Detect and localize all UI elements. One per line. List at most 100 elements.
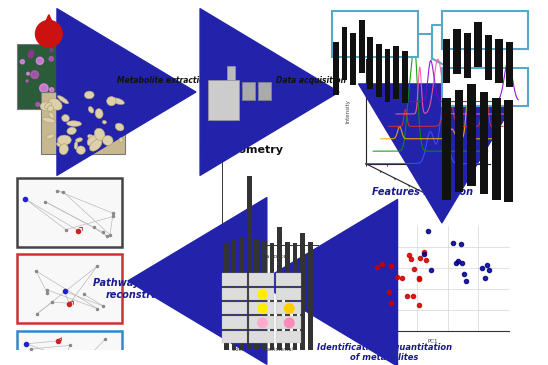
Circle shape	[70, 57, 74, 61]
Ellipse shape	[46, 134, 55, 139]
Ellipse shape	[42, 118, 55, 123]
Circle shape	[75, 71, 82, 78]
Ellipse shape	[67, 121, 82, 126]
Bar	[222, 331, 247, 343]
Circle shape	[39, 84, 48, 92]
Bar	[249, 316, 274, 328]
Bar	[227, 66, 235, 80]
Text: Metabolite extraction: Metabolite extraction	[117, 76, 210, 85]
Circle shape	[26, 80, 28, 82]
Bar	[285, 242, 290, 365]
Circle shape	[20, 60, 25, 64]
Bar	[18, 331, 122, 365]
Circle shape	[36, 103, 39, 106]
Ellipse shape	[115, 123, 124, 131]
Bar	[453, 29, 461, 74]
Bar	[224, 243, 229, 365]
Bar	[376, 44, 382, 97]
Text: Pathway analysis &
reconstruction: Pathway analysis & reconstruction	[93, 278, 199, 300]
Bar	[442, 11, 528, 49]
Bar	[359, 20, 364, 73]
Circle shape	[62, 46, 65, 49]
Bar	[464, 33, 471, 78]
Circle shape	[50, 49, 53, 51]
Circle shape	[91, 88, 99, 95]
Bar	[276, 302, 301, 314]
Bar	[350, 33, 356, 85]
Bar	[467, 84, 476, 187]
Circle shape	[258, 289, 267, 299]
Ellipse shape	[49, 98, 62, 110]
Circle shape	[258, 304, 267, 313]
Ellipse shape	[74, 142, 78, 149]
Circle shape	[61, 45, 67, 50]
Bar	[249, 288, 274, 300]
Text: Control vs. Experimental: Control vs. Experimental	[232, 347, 293, 352]
Circle shape	[58, 99, 63, 104]
Bar	[232, 240, 236, 365]
Ellipse shape	[88, 107, 94, 113]
Text: Identification & quantitation
of metabolites: Identification & quantitation of metabol…	[317, 343, 452, 362]
Circle shape	[49, 88, 54, 92]
Ellipse shape	[102, 120, 106, 124]
Circle shape	[87, 89, 96, 98]
Circle shape	[284, 318, 294, 328]
Ellipse shape	[107, 96, 116, 106]
Text: PC2: PC2	[339, 273, 344, 283]
Circle shape	[27, 72, 30, 75]
Bar	[480, 92, 488, 194]
Text: PC1: PC1	[427, 339, 438, 345]
Ellipse shape	[40, 102, 52, 111]
Ellipse shape	[84, 91, 94, 99]
Bar	[368, 37, 373, 89]
Circle shape	[29, 50, 34, 55]
Text: fold ratio: fold ratio	[210, 297, 215, 320]
Circle shape	[68, 100, 73, 105]
Bar	[402, 51, 408, 103]
Bar	[254, 239, 259, 365]
Bar	[249, 302, 274, 314]
Bar	[506, 42, 513, 87]
Bar	[258, 82, 271, 100]
Text: Intensity: Intensity	[346, 99, 351, 123]
Ellipse shape	[44, 103, 52, 108]
Ellipse shape	[58, 96, 68, 104]
Bar	[485, 35, 493, 80]
Ellipse shape	[48, 105, 54, 111]
Bar	[239, 237, 244, 365]
Circle shape	[60, 76, 69, 85]
Ellipse shape	[119, 138, 123, 142]
Circle shape	[76, 45, 84, 53]
Circle shape	[69, 58, 73, 62]
Circle shape	[36, 57, 43, 65]
Bar	[277, 227, 282, 365]
Circle shape	[59, 84, 63, 88]
Bar	[443, 39, 450, 84]
Bar	[333, 42, 339, 95]
Ellipse shape	[58, 135, 71, 145]
Bar	[442, 98, 451, 200]
Bar	[18, 44, 99, 109]
Circle shape	[49, 57, 53, 61]
Ellipse shape	[87, 135, 100, 146]
Ellipse shape	[88, 135, 96, 142]
Bar	[504, 100, 513, 202]
Bar	[308, 242, 313, 365]
Bar	[222, 288, 247, 300]
Bar	[455, 90, 464, 192]
Bar	[249, 331, 274, 343]
Circle shape	[31, 71, 38, 78]
Bar	[293, 243, 298, 365]
Bar	[242, 82, 255, 100]
Bar	[492, 98, 500, 200]
Ellipse shape	[62, 115, 70, 122]
Polygon shape	[40, 15, 58, 34]
Text: Mass
spectrometry: Mass spectrometry	[199, 133, 283, 155]
Bar	[300, 233, 305, 365]
Circle shape	[73, 87, 80, 93]
Bar	[342, 27, 347, 80]
Ellipse shape	[76, 138, 83, 142]
Bar	[222, 273, 247, 286]
Ellipse shape	[102, 135, 113, 145]
Circle shape	[258, 318, 267, 328]
